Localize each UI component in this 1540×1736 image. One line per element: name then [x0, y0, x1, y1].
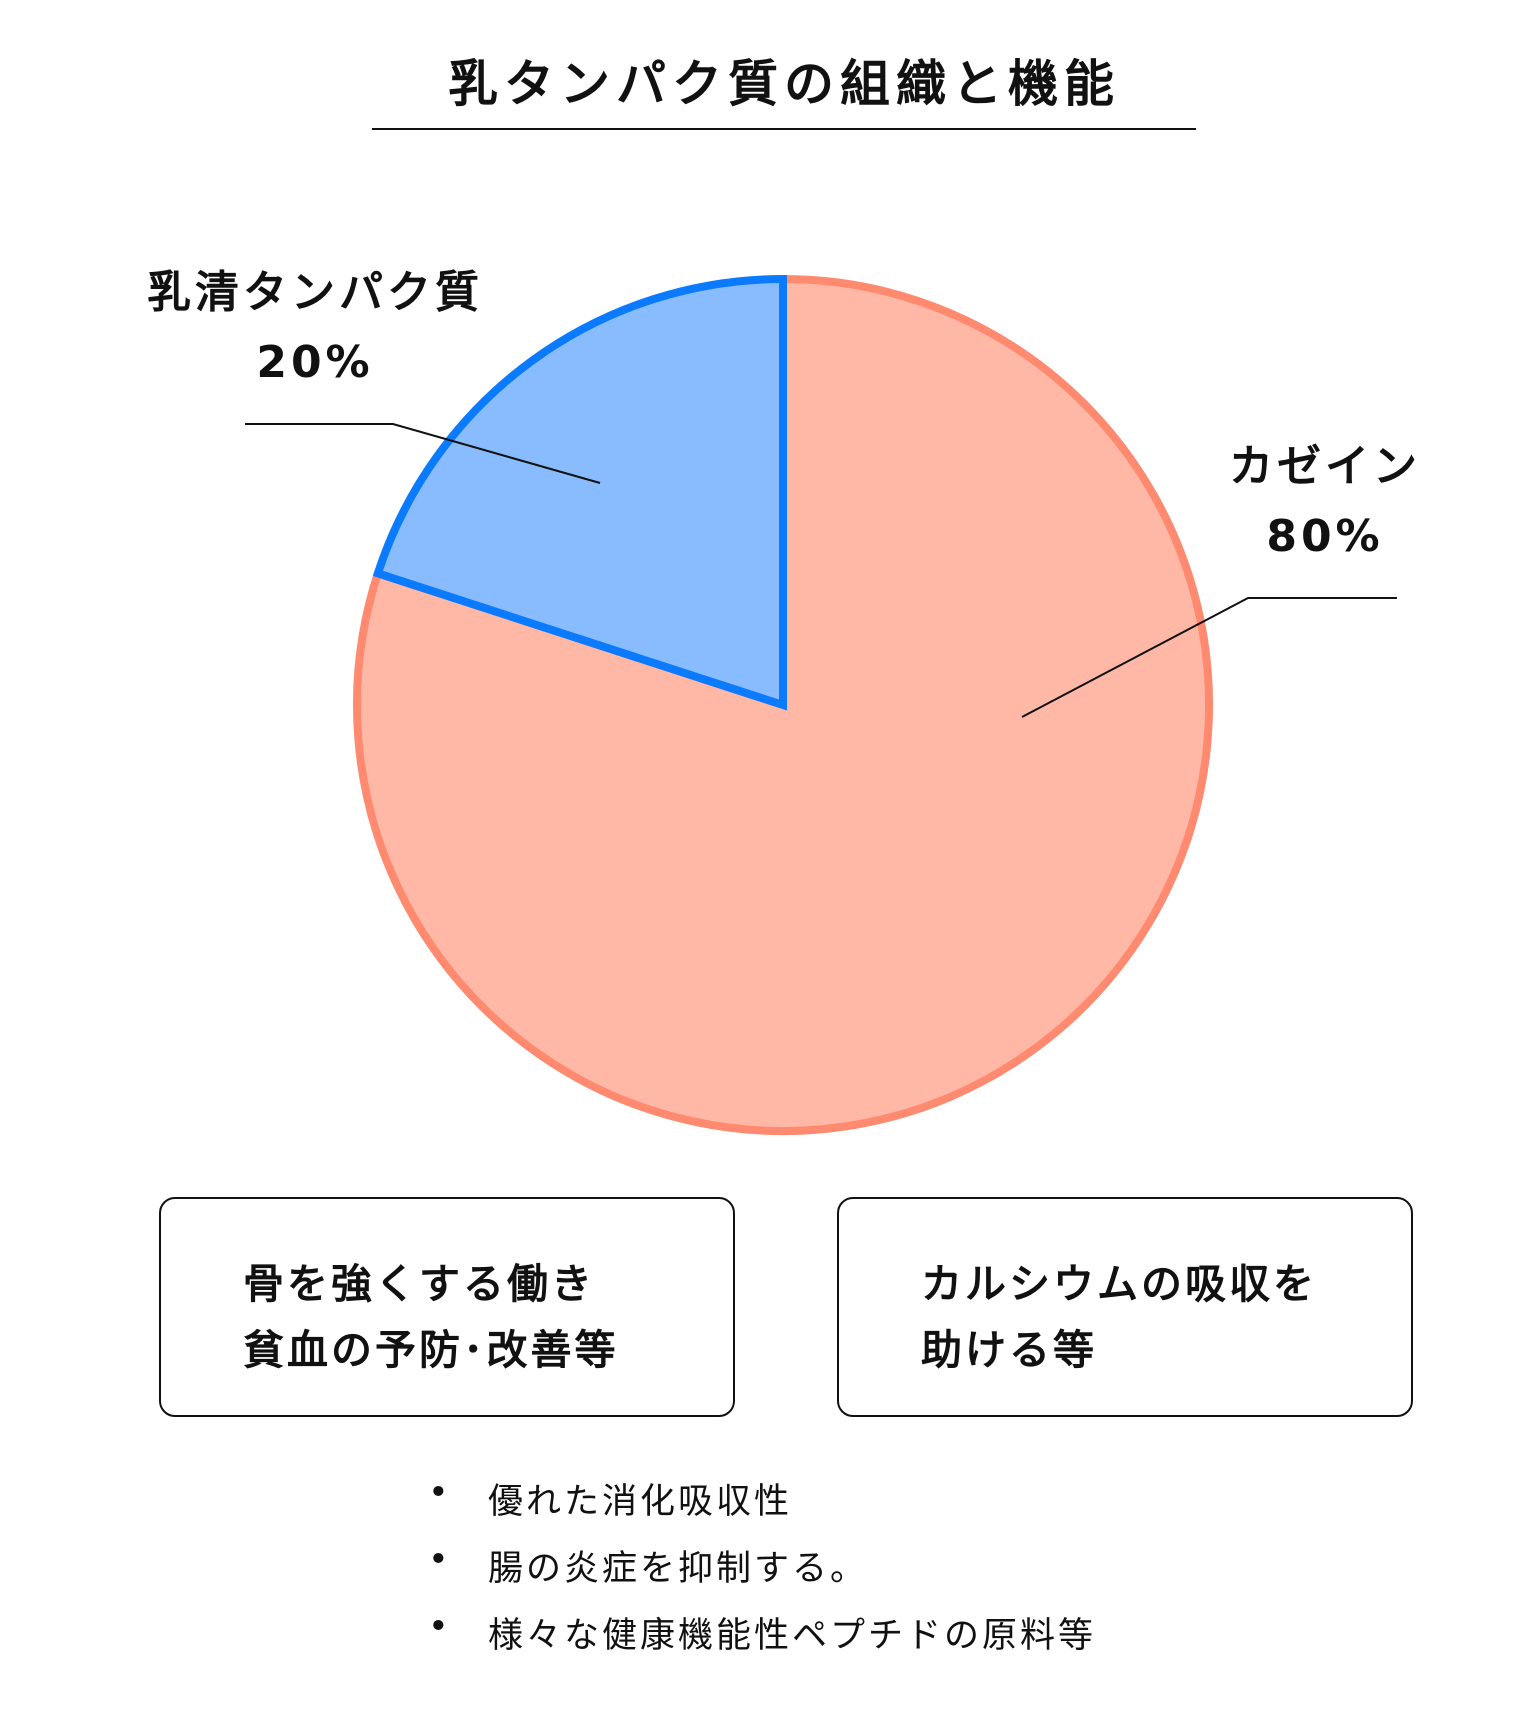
bullet-text: 様々な健康機能性ペプチドの原料等	[488, 1616, 1097, 1656]
box-line: 助ける等	[921, 1326, 1097, 1374]
bullet-marker: •	[428, 1540, 452, 1580]
whey-function-box: 骨を強くする働き 貧血の予防･改善等	[159, 1197, 735, 1417]
casein-function-box: カルシウムの吸収を 助ける等	[837, 1197, 1413, 1417]
page-title: 乳タンパク質の組織と機能	[448, 55, 1120, 113]
slice-name-casein: カゼイン	[1229, 441, 1421, 492]
slice-name-whey: 乳清タンパク質	[147, 267, 483, 318]
bullet-marker: •	[428, 1473, 452, 1513]
box-line: 骨を強くする働き	[243, 1260, 595, 1308]
bullet-text: 優れた消化吸収性	[488, 1482, 793, 1522]
slice-label-casein: カゼイン 80%	[1190, 432, 1460, 572]
bullet-marker: •	[428, 1607, 452, 1647]
leader-line-casein	[1021, 597, 1397, 718]
leader-line-whey	[245, 423, 601, 484]
title-underline	[372, 128, 1196, 130]
box-line: カルシウムの吸収を	[921, 1260, 1317, 1308]
bullet-text: 腸の炎症を抑制する。	[488, 1549, 869, 1589]
pie-slice-whey	[372, 274, 787, 711]
slice-label-whey: 乳清タンパク質 20%	[125, 258, 505, 398]
box-line: 貧血の予防･改善等	[243, 1326, 619, 1374]
slice-value-whey: 20%	[256, 337, 374, 388]
slice-value-casein: 80%	[1266, 511, 1384, 562]
